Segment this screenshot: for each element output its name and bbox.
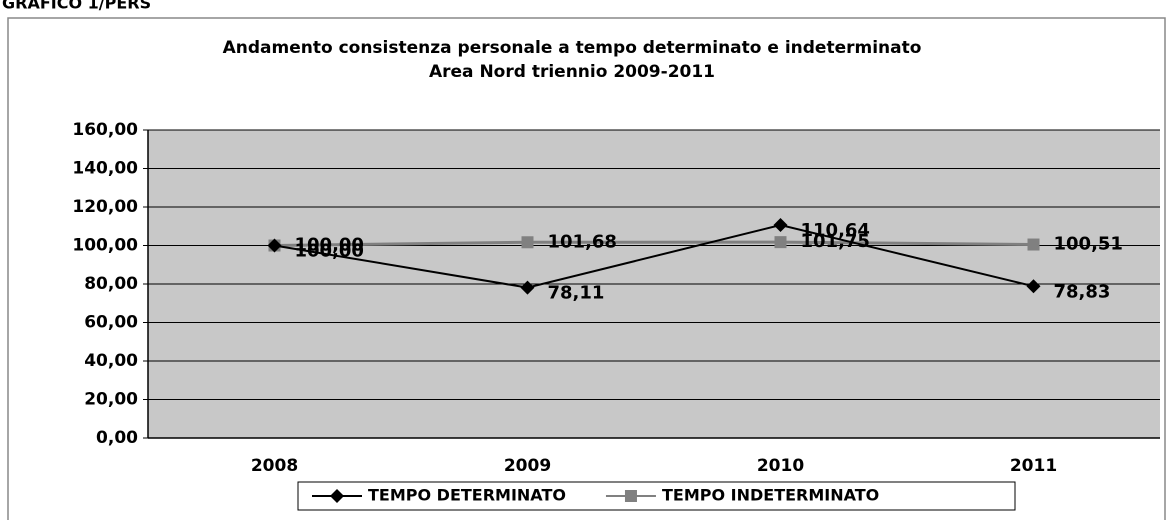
marker bbox=[624, 490, 637, 502]
x-tick-label: 2009 bbox=[504, 456, 551, 476]
data-label: 110,64 bbox=[801, 220, 870, 241]
marker bbox=[774, 236, 787, 249]
chart-subtitle: Area Nord triennio 2009-2011 bbox=[429, 62, 715, 82]
caption: GRAFICO 1/PERS bbox=[2, 0, 151, 13]
x-tick-label: 2008 bbox=[251, 456, 298, 476]
y-tick-label: 20,00 bbox=[84, 390, 138, 410]
marker bbox=[520, 280, 535, 295]
legend-label: TEMPO INDETERMINATO bbox=[662, 486, 879, 505]
legend-box bbox=[297, 481, 1016, 511]
y-tick-label: 60,00 bbox=[84, 313, 138, 333]
y-tick-label: 140,00 bbox=[72, 159, 138, 179]
y-tick-label: 40,00 bbox=[84, 351, 138, 371]
series-line bbox=[274, 223, 1034, 289]
marker bbox=[267, 238, 282, 253]
marker bbox=[330, 489, 344, 503]
y-tick-label: 100,00 bbox=[72, 236, 138, 256]
data-label: 100,51 bbox=[1054, 234, 1123, 255]
marker bbox=[521, 236, 534, 249]
data-label: 78,11 bbox=[548, 283, 605, 304]
y-tick-label: 160,00 bbox=[72, 120, 138, 140]
x-tick-label: 2010 bbox=[757, 456, 804, 476]
y-tick-label: 0,00 bbox=[96, 428, 138, 448]
data-label: 100,00 bbox=[295, 235, 364, 256]
chart-title: Andamento consistenza personale a tempo … bbox=[223, 38, 922, 58]
series-line bbox=[274, 240, 1034, 247]
marker bbox=[773, 218, 788, 233]
x-tick-label: 2011 bbox=[1010, 456, 1057, 476]
data-label: 78,83 bbox=[1054, 281, 1111, 302]
legend-label: TEMPO DETERMINATO bbox=[368, 486, 566, 505]
data-label: 101,75 bbox=[801, 231, 870, 252]
marker bbox=[1026, 279, 1041, 294]
data-label: 100,00 bbox=[295, 241, 364, 262]
data-label: 101,68 bbox=[548, 231, 617, 252]
y-tick-label: 80,00 bbox=[84, 274, 138, 294]
y-tick-label: 120,00 bbox=[72, 197, 138, 217]
marker bbox=[1027, 238, 1040, 251]
